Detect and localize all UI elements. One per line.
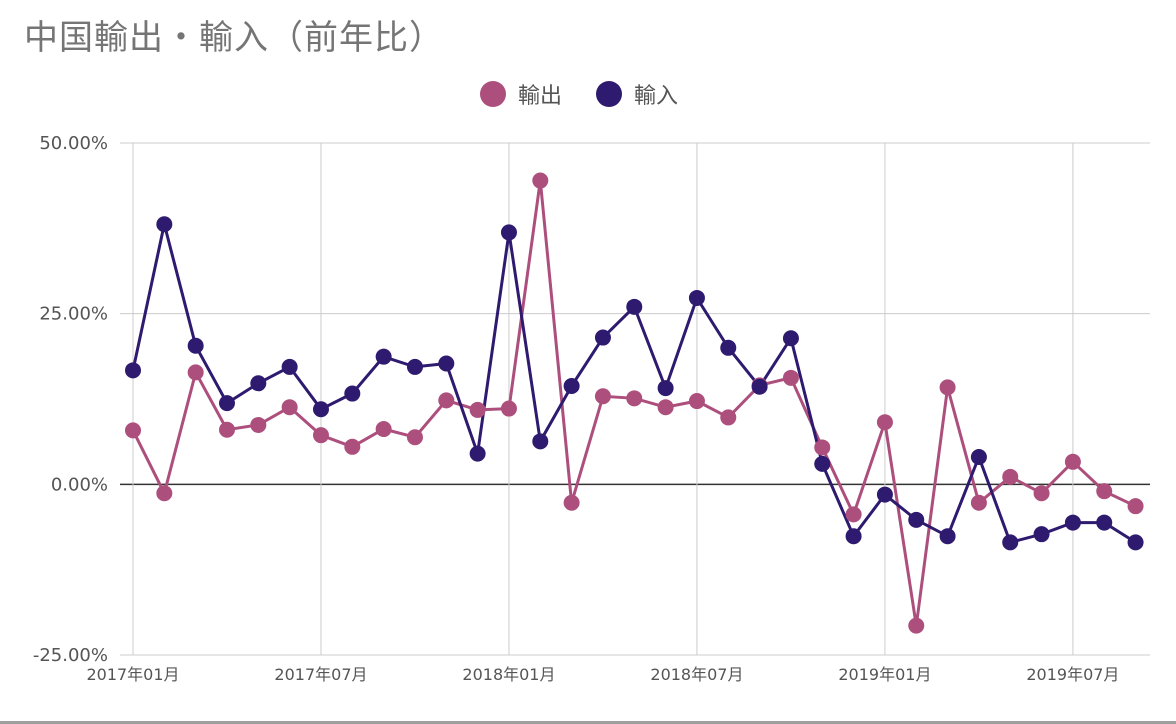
data-point-exports [1127,498,1144,515]
x-tick-label: 2019年01月 [838,665,931,684]
data-point-exports [250,416,267,433]
legend-swatch-imports [596,81,623,107]
legend: 輸出 輸入 [480,78,678,110]
data-point-exports [845,506,862,523]
data-point-imports [1096,514,1113,531]
data-point-exports [970,494,987,511]
data-point-imports [1127,534,1144,551]
data-point-imports [626,298,643,315]
data-point-imports [657,380,674,397]
x-tick-label: 2018年07月 [650,665,743,684]
legend-item-imports[interactable]: 輸入 [596,78,678,110]
data-point-exports [218,421,235,438]
data-point-exports [563,494,580,511]
data-point-imports [156,216,173,233]
data-point-exports [156,485,173,502]
data-point-exports [1096,483,1113,500]
data-point-imports [281,358,298,375]
data-point-exports [782,369,799,386]
data-point-imports [782,330,799,347]
data-point-imports [845,528,862,545]
data-point-exports [1033,485,1050,502]
x-tick-label: 2017年01月 [86,665,179,684]
data-point-imports [1033,526,1050,543]
data-point-imports [125,362,141,379]
data-point-imports [908,511,925,528]
data-point-imports [720,339,737,356]
data-point-exports [688,393,705,410]
legend-label-imports: 輸入 [634,84,679,109]
data-point-exports [657,399,674,416]
y-tick-label: 25.00% [39,304,108,325]
legend-swatch-exports [480,81,506,107]
data-point-imports [187,337,204,354]
data-point-imports [500,224,517,241]
data-point-imports [814,455,831,472]
bottom-divider [0,721,1176,724]
data-point-exports [344,438,361,455]
data-point-imports [751,378,768,395]
legend-label-exports: 輸出 [518,84,563,109]
data-point-imports [876,486,893,503]
data-point-imports [250,375,267,392]
x-tick-label: 2018年01月 [462,665,555,684]
data-point-imports [469,445,486,462]
data-point-exports [469,401,486,418]
data-point-imports [532,433,549,450]
y-tick-label: 0.00% [51,474,108,495]
chart-title: 中国輸出・輸入（前年比） [24,18,444,58]
data-point-exports [594,388,611,405]
data-point-exports [125,422,141,439]
data-point-imports [344,385,361,402]
data-point-exports [876,414,893,431]
data-point-exports [500,400,517,417]
data-point-exports [1064,453,1081,470]
data-point-exports [814,439,831,456]
series-line-imports [131,223,1137,545]
data-point-exports [720,409,737,426]
data-point-exports [187,364,204,381]
x-tick-label: 2017年07月 [274,665,367,684]
data-point-imports [1002,534,1019,551]
data-point-imports [406,358,423,375]
data-point-imports [312,401,329,418]
data-point-exports [532,172,549,189]
data-point-exports [908,617,925,634]
data-point-exports [312,427,329,444]
data-point-imports [1064,514,1081,531]
data-point-imports [375,348,392,365]
data-point-exports [406,429,423,446]
data-point-exports [939,379,956,396]
data-point-imports [688,289,705,306]
data-point-imports [594,329,611,346]
data-point-exports [375,421,392,438]
data-point-imports [563,378,580,395]
y-tick-label: -25.00% [33,645,108,666]
data-point-exports [438,392,455,409]
data-point-imports [970,449,987,466]
data-point-imports [939,528,956,545]
data-point-exports [626,390,643,407]
data-point-exports [281,399,298,416]
data-point-imports [218,395,235,412]
data-point-exports [1002,468,1019,485]
legend-item-exports[interactable]: 輸出 [480,78,562,110]
data-point-imports [438,355,455,372]
x-tick-label: 2019年07月 [1026,665,1119,684]
y-tick-label: 50.00% [39,133,108,154]
